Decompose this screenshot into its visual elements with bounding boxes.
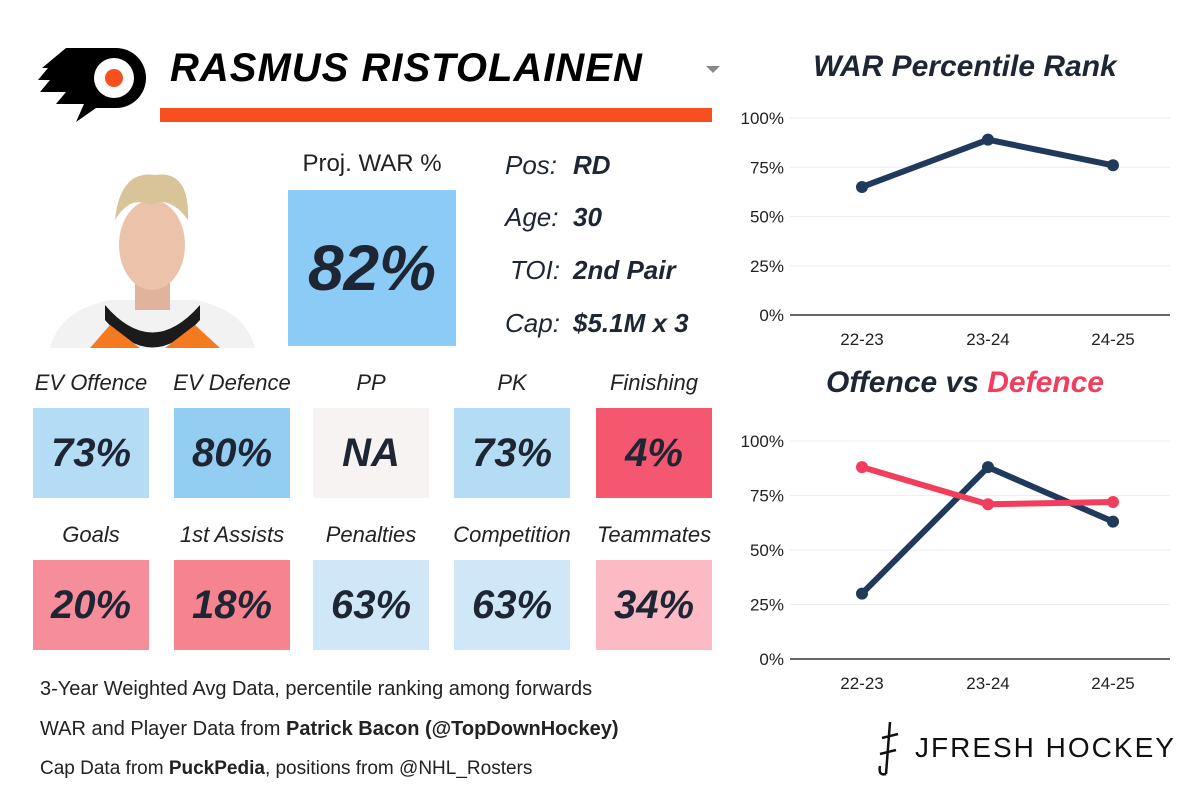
data-point (856, 461, 868, 474)
tile-label: EV Defence (173, 370, 291, 395)
y-tick-label: 100% (741, 109, 784, 128)
x-tick-label: 23-24 (966, 674, 1009, 693)
war-chart-title: WAR Percentile Rank (813, 50, 1117, 83)
footer-text: Cap Data from (40, 758, 169, 779)
footer-line-3: Cap Data from PuckPedia, positions from … (40, 758, 532, 780)
offdef-chart-title: Offence vs Defence (745, 366, 1185, 400)
x-tick-label: 23-24 (966, 330, 1009, 349)
proj-war-label: Proj. WAR % (302, 150, 442, 177)
info-pos: Pos: RD (505, 150, 611, 181)
footer-text: , positions from @NHL_Rosters (264, 758, 533, 779)
title-defence: Defence (987, 366, 1104, 399)
footer-credit: Patrick Bacon (@TopDownHockey) (286, 718, 619, 740)
tile-value: 34% (596, 560, 712, 650)
tile-label: EV Offence (34, 370, 148, 395)
data-point (1107, 496, 1119, 509)
x-tick-label: 24-25 (1091, 330, 1134, 349)
tile-value: 18% (174, 560, 290, 650)
y-tick-label: 50% (750, 208, 784, 227)
war-percentile-chart: 0% 25% 50% 75% 100% 22-23 23-24 24-25 (741, 109, 1170, 349)
player-name: RASMUS RISTOLAINEN (170, 46, 643, 90)
brand-logo-icon (878, 721, 899, 776)
info-label: Cap: (505, 308, 560, 338)
info-value: $5.1M x 3 (573, 308, 689, 338)
player-photo (50, 174, 255, 348)
title-vs: vs (937, 366, 988, 399)
tile-value: 73% (33, 408, 149, 498)
footer-text: WAR and Player Data from (40, 718, 287, 740)
y-tick-label: 75% (750, 487, 784, 506)
data-point (982, 498, 994, 511)
data-point (1107, 159, 1119, 172)
tile-value: 63% (313, 560, 429, 650)
tile-label: 1st Assists (179, 522, 285, 547)
tile-label: Finishing (609, 370, 699, 395)
dropdown-caret-icon[interactable] (706, 66, 720, 73)
x-tick-label: 22-23 (840, 674, 883, 693)
info-label: Pos: (505, 150, 558, 180)
tile-label: Teammates (596, 522, 712, 547)
info-value: RD (573, 150, 611, 180)
data-point (982, 133, 994, 146)
tile-label: Competition (453, 522, 571, 547)
accent-bar (160, 108, 712, 122)
data-point (856, 180, 868, 193)
y-tick-label: 75% (750, 158, 784, 177)
footer-line-2: WAR and Player Data from Patrick Bacon (… (40, 718, 619, 741)
info-cap: Cap: $5.1M x 3 (505, 308, 689, 339)
series-line (860, 136, 1114, 190)
tile-label: Penalties (325, 522, 417, 547)
tile-value: 80% (174, 408, 290, 498)
tile-value: 73% (454, 408, 570, 498)
tile-value: 4% (596, 408, 712, 498)
x-tick-label: 22-23 (840, 330, 883, 349)
data-point (856, 587, 868, 600)
tile-value: NA (313, 408, 429, 498)
series-line-offence (859, 464, 1115, 596)
info-toi: TOI: 2nd Pair (510, 255, 676, 286)
info-value: 30 (573, 202, 602, 232)
info-label: TOI: (510, 255, 561, 285)
y-tick-label: 25% (750, 596, 784, 615)
footer-line-1: 3-Year Weighted Avg Data, percentile ran… (40, 678, 593, 700)
tile-label: PP (356, 370, 386, 395)
info-label: Age: (505, 202, 559, 232)
info-age: Age: 30 (505, 202, 602, 233)
info-value: 2nd Pair (573, 255, 676, 285)
data-point (1107, 515, 1119, 528)
tile-label: Goals (62, 522, 120, 547)
title-offence: Offence (826, 366, 938, 399)
x-tick-label: 24-25 (1091, 674, 1134, 693)
tile-value: 20% (33, 560, 149, 650)
brand-name: JFRESH HOCKEY (915, 732, 1176, 763)
proj-war-value: 82% (288, 190, 456, 346)
tile-label: PK (497, 370, 527, 395)
y-tick-label: 25% (750, 257, 784, 276)
team-logo (38, 48, 146, 122)
tile-value: 63% (454, 560, 570, 650)
footer-credit: PuckPedia (168, 758, 265, 779)
y-tick-label: 100% (741, 432, 784, 451)
y-tick-label: 50% (750, 541, 784, 560)
data-point (982, 461, 994, 474)
y-tick-label: 0% (759, 306, 784, 325)
y-tick-label: 0% (759, 650, 784, 669)
offence-defence-chart: 0% 25% 50% 75% 100% 22-23 23-24 24-25 (741, 432, 1170, 693)
